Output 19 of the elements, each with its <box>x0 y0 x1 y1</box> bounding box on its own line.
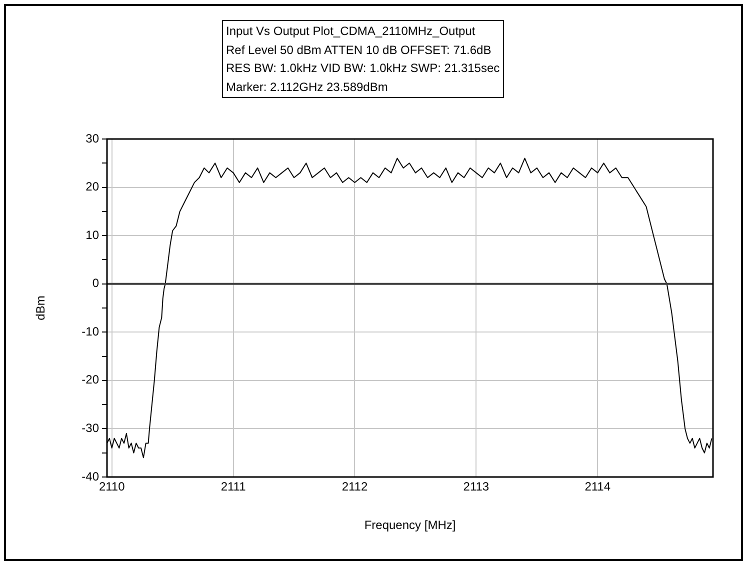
y-tick-label: 20 <box>86 180 100 194</box>
x-tick-label: 2112 <box>342 480 368 494</box>
x-tick-label: 2111 <box>220 480 246 494</box>
text: Marker: 2.112GHz 23.589dBm <box>226 78 389 96</box>
y-tick-label: 10 <box>86 228 100 242</box>
chart-title: Input Vs Output Plot_CDMA_2110MHz_Output <box>226 23 476 40</box>
y-tick-label: -40 <box>82 469 100 484</box>
x-axis-title: Frequency [MHz] <box>364 518 456 532</box>
y-tick-label: -20 <box>82 372 100 387</box>
text: Ref Level 50 dBm ATTEN 10 dB OFFSET: 71.6dB <box>226 42 492 58</box>
y-tick-label: -10 <box>82 324 100 338</box>
y-tick-label: -30 <box>82 421 100 436</box>
text: RES BW: 1.0kHz VID BW: 1.0kHz SWP: 21.315sec <box>226 60 500 77</box>
x-tick-label: 2110 <box>98 480 126 494</box>
y-tick-label: 30 <box>86 131 100 146</box>
y-tick-label: 0 <box>92 276 100 290</box>
y-axis-title: dBm <box>34 296 48 320</box>
x-tick-label: 2113 <box>463 480 490 494</box>
x-tick-label: 2114 <box>584 480 611 494</box>
